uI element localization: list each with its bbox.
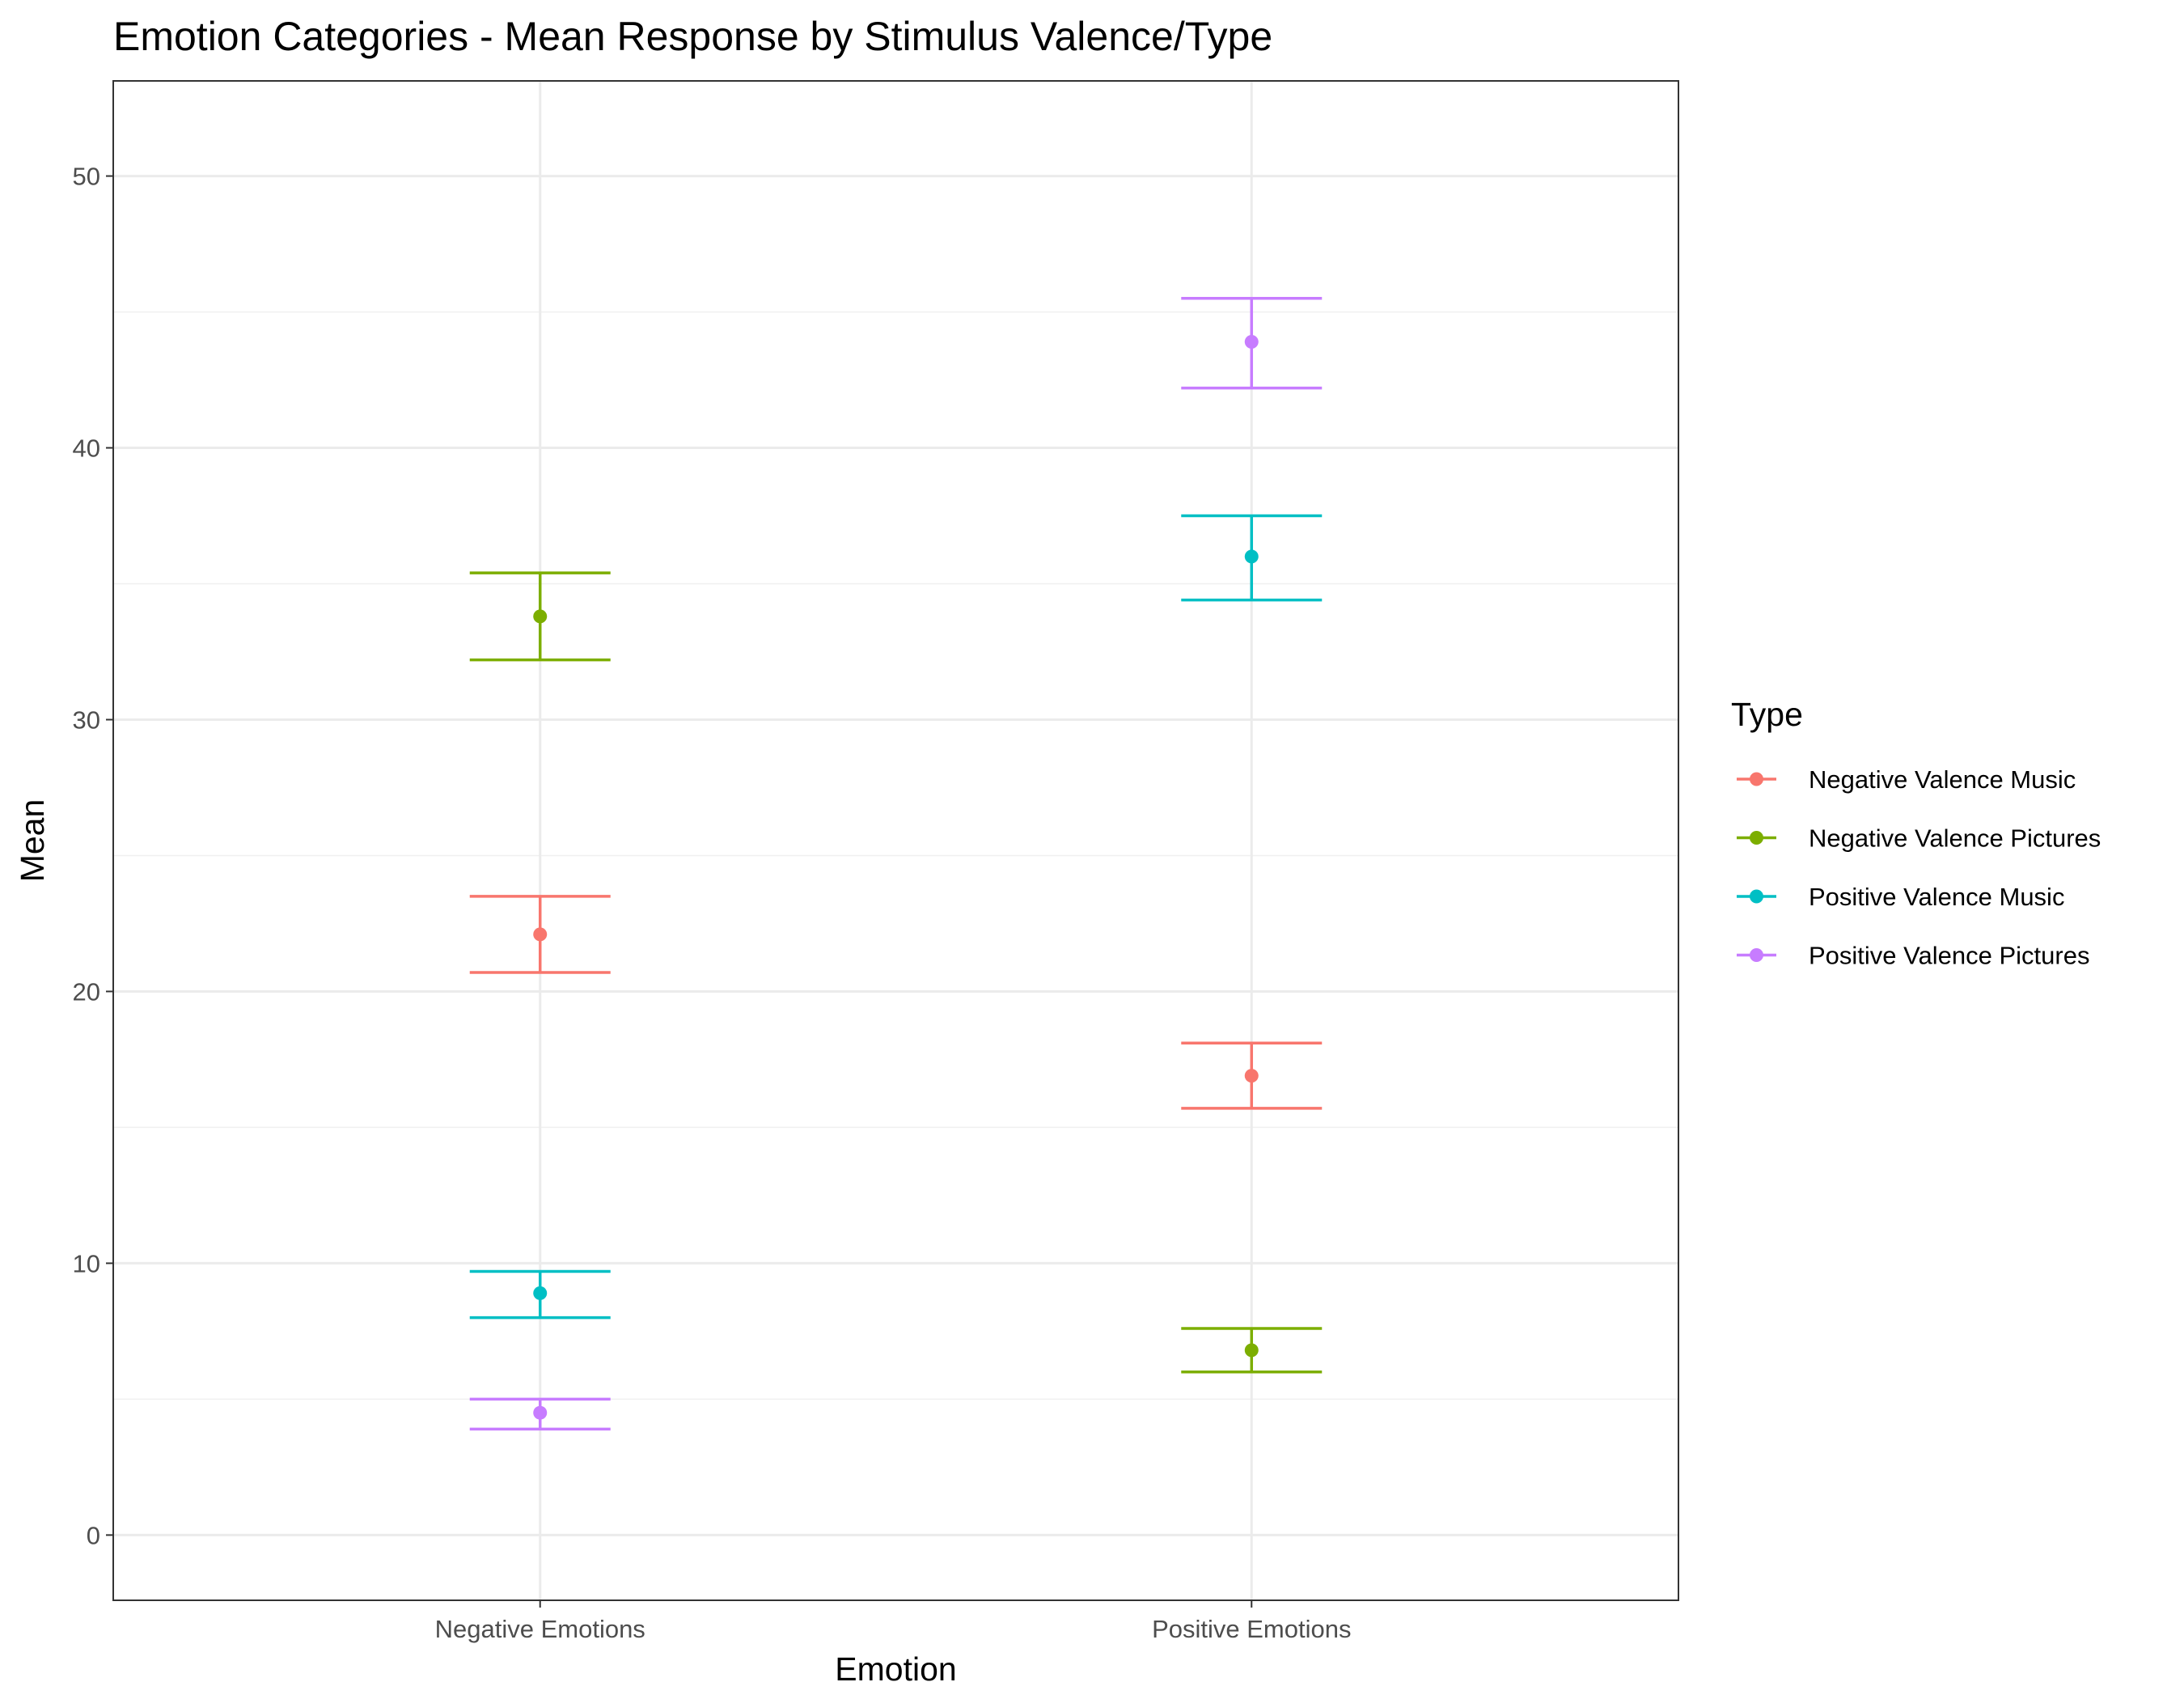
legend-title: Type xyxy=(1731,696,1803,733)
data-point xyxy=(533,609,548,624)
y-tick-label: 0 xyxy=(87,1521,100,1549)
legend-label: Positive Valence Music xyxy=(1809,883,2064,911)
panel-border xyxy=(112,80,1679,1601)
data-point xyxy=(533,1286,548,1300)
x-tick-label: Negative Emotions xyxy=(435,1615,645,1643)
chart-title: Emotion Categories - Mean Response by St… xyxy=(113,14,1272,59)
y-tick-label: 30 xyxy=(73,705,100,734)
data-point xyxy=(533,1405,548,1420)
legend-key-point xyxy=(1750,948,1763,962)
grid xyxy=(113,81,1678,1600)
data-point xyxy=(533,927,548,942)
legend-key-point xyxy=(1750,831,1763,845)
data-point xyxy=(1244,335,1259,350)
data-point xyxy=(1244,549,1259,564)
legend-key-point xyxy=(1750,889,1763,904)
legend-key-point xyxy=(1750,772,1763,786)
legend-label: Negative Valence Music xyxy=(1809,765,2076,794)
x-axis-title: Emotion xyxy=(835,1650,956,1688)
legend-label: Positive Valence Pictures xyxy=(1809,942,2089,970)
axes: 0 10 20 30 40 50 Negative Emotions Positive Emo… xyxy=(73,163,1352,1643)
y-tick-label: 20 xyxy=(73,977,100,1006)
data-point xyxy=(1244,1069,1259,1083)
data-marks xyxy=(469,297,1323,1431)
y-tick-label: 10 xyxy=(73,1249,100,1277)
legend-label: Negative Valence Pictures xyxy=(1809,824,2101,853)
y-tick-label: 50 xyxy=(73,163,100,191)
y-tick-label: 40 xyxy=(73,434,100,463)
legend: Type Negative Valence Music Negative Vale… xyxy=(1731,696,2101,970)
y-axis-title: Mean xyxy=(14,799,51,883)
data-point xyxy=(1244,1343,1259,1358)
x-tick-label: Positive Emotions xyxy=(1152,1615,1351,1643)
